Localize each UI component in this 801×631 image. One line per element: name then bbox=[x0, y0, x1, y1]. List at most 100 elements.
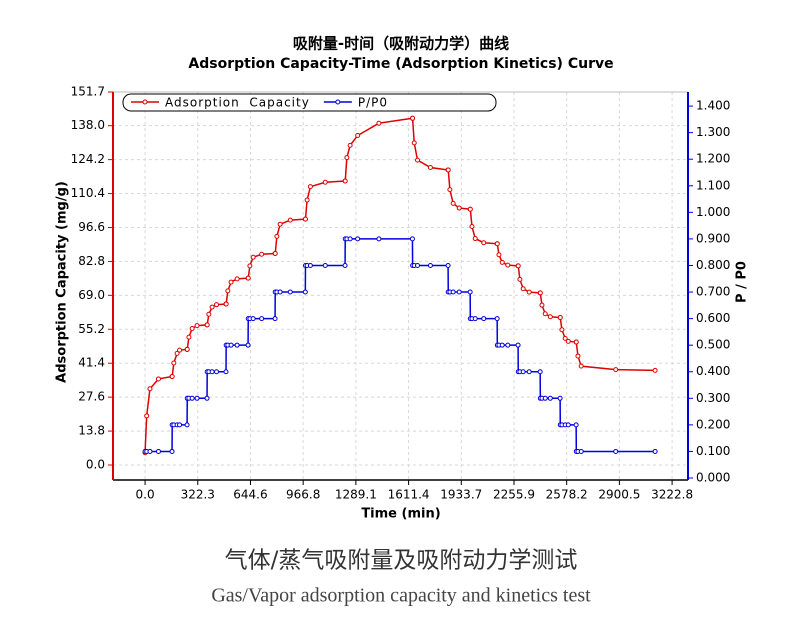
x-tick-label: 322.3 bbox=[181, 488, 215, 502]
data-point bbox=[494, 316, 500, 322]
data-point bbox=[204, 322, 210, 328]
y-axis-label: Adsorption Capacity (mg/g) bbox=[55, 181, 70, 383]
data-point bbox=[250, 254, 256, 260]
y-tick-label: 13.8 bbox=[78, 424, 105, 438]
data-point bbox=[557, 314, 563, 320]
data-point bbox=[539, 302, 545, 308]
data-point bbox=[565, 422, 571, 428]
y-tick-label: 124.2 bbox=[71, 152, 105, 166]
data-point bbox=[409, 236, 415, 242]
data-point bbox=[147, 448, 153, 454]
y2-tick-label: 1.000 bbox=[696, 205, 730, 219]
data-point bbox=[456, 289, 462, 295]
data-point bbox=[259, 316, 265, 322]
data-point bbox=[355, 236, 361, 242]
legend-marker bbox=[335, 99, 341, 105]
x-tick-label: 966.8 bbox=[286, 488, 320, 502]
data-point bbox=[499, 259, 505, 265]
data-point bbox=[228, 279, 234, 285]
data-point bbox=[247, 263, 253, 269]
data-point bbox=[347, 236, 353, 242]
data-point bbox=[147, 386, 153, 392]
data-point bbox=[450, 289, 456, 295]
data-point bbox=[515, 342, 521, 348]
data-point bbox=[537, 290, 543, 296]
data-point bbox=[542, 311, 548, 317]
data-point bbox=[447, 187, 453, 193]
data-point bbox=[467, 206, 473, 212]
data-point bbox=[184, 346, 190, 352]
data-point bbox=[427, 164, 433, 170]
data-point bbox=[559, 327, 565, 333]
caption-title: 气体/蒸气吸附量及吸附动力学测试 bbox=[225, 548, 578, 574]
data-point bbox=[547, 395, 553, 401]
data-point bbox=[456, 205, 462, 211]
y2-tick-label: 1.200 bbox=[696, 152, 730, 166]
y2-tick-label: 0.100 bbox=[696, 444, 730, 458]
data-point bbox=[573, 422, 579, 428]
data-point bbox=[613, 448, 619, 454]
y-tick-label: 110.4 bbox=[71, 186, 105, 200]
data-point bbox=[223, 369, 229, 375]
data-point bbox=[505, 342, 511, 348]
y2-tick-label: 0.200 bbox=[696, 417, 730, 431]
data-point bbox=[307, 262, 313, 268]
data-point bbox=[245, 342, 251, 348]
y2-axis-label: P / P0 bbox=[735, 261, 750, 303]
data-point bbox=[415, 157, 421, 163]
series-line bbox=[144, 117, 656, 453]
x-tick-label: 2578.2 bbox=[546, 488, 588, 502]
data-point bbox=[245, 275, 251, 281]
y2-tick-label: 1.300 bbox=[696, 125, 730, 139]
y-tick-label: 41.4 bbox=[78, 356, 105, 370]
data-point bbox=[547, 314, 553, 320]
data-point bbox=[472, 236, 478, 242]
data-point bbox=[272, 316, 278, 322]
y-tick-label: 96.6 bbox=[78, 220, 105, 234]
data-point bbox=[189, 395, 195, 401]
data-point bbox=[277, 221, 283, 227]
data-point bbox=[287, 289, 293, 295]
data-point bbox=[177, 422, 183, 428]
data-point bbox=[304, 197, 310, 203]
y2-tick-label: 1.100 bbox=[696, 178, 730, 192]
data-point bbox=[355, 133, 361, 139]
y-tick-label: 27.6 bbox=[78, 390, 105, 404]
y2-tick-label: 0.900 bbox=[696, 231, 730, 245]
data-point bbox=[171, 360, 177, 366]
data-point bbox=[526, 369, 532, 375]
y2-tick-label: 0.500 bbox=[696, 338, 730, 352]
data-point bbox=[445, 167, 451, 173]
data-point bbox=[144, 413, 150, 419]
y2-tick-label: 1.400 bbox=[696, 99, 730, 113]
data-point bbox=[515, 263, 521, 269]
data-point bbox=[494, 241, 500, 247]
data-point bbox=[307, 184, 313, 190]
data-point bbox=[481, 316, 487, 322]
data-point bbox=[472, 316, 478, 322]
data-point bbox=[186, 334, 192, 340]
data-point bbox=[169, 448, 175, 454]
data-point bbox=[302, 289, 308, 295]
data-point bbox=[287, 217, 293, 223]
y2-tick-label: 0.000 bbox=[696, 471, 730, 485]
data-point bbox=[575, 353, 581, 359]
data-point bbox=[578, 363, 584, 369]
data-point bbox=[376, 236, 382, 242]
data-point bbox=[250, 316, 256, 322]
y2-tick-label: 0.700 bbox=[696, 285, 730, 299]
data-point bbox=[562, 335, 568, 341]
data-point bbox=[496, 252, 502, 258]
data-point bbox=[194, 395, 200, 401]
x-axis-label: Time (min) bbox=[361, 507, 440, 522]
y2-tick-label: 0.400 bbox=[696, 364, 730, 378]
y2-tick-label: 0.800 bbox=[696, 258, 730, 272]
x-tick-label: 2255.9 bbox=[493, 488, 535, 502]
data-point bbox=[376, 120, 382, 126]
data-point bbox=[302, 216, 308, 222]
x-tick-label: 1289.1 bbox=[335, 488, 377, 502]
x-tick-label: 2900.5 bbox=[598, 488, 640, 502]
data-point bbox=[467, 289, 473, 295]
data-point bbox=[499, 342, 505, 348]
